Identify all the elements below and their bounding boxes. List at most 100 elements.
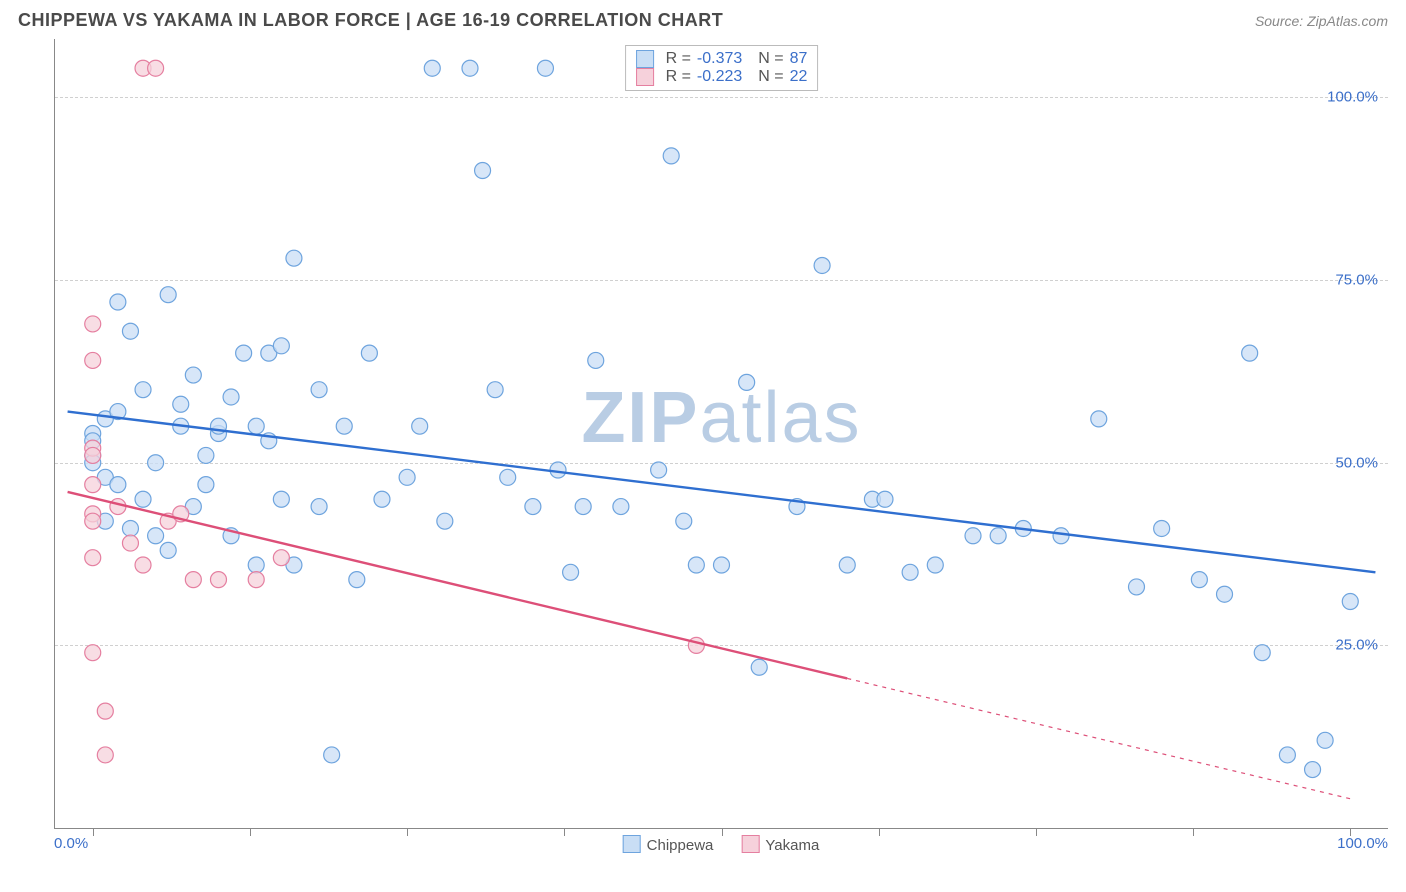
data-point <box>160 542 176 558</box>
legend-row-yakama: R = -0.223 N = 22 <box>636 68 808 86</box>
data-point <box>85 513 101 529</box>
data-point <box>97 703 113 719</box>
data-point <box>85 352 101 368</box>
header: CHIPPEWA VS YAKAMA IN LABOR FORCE | AGE … <box>0 0 1406 39</box>
data-point <box>148 528 164 544</box>
data-point <box>399 469 415 485</box>
series-legend: Chippewa Yakama <box>623 835 820 854</box>
data-point <box>1342 594 1358 610</box>
data-point <box>273 550 289 566</box>
legend-swatch-yakama <box>636 68 654 86</box>
data-point <box>85 447 101 463</box>
data-point <box>122 520 138 536</box>
data-point <box>361 345 377 361</box>
data-point <box>148 60 164 76</box>
x-min-label: 0.0% <box>54 835 88 852</box>
data-point <box>374 491 390 507</box>
correlation-legend: R = -0.373 N = 87 R = -0.223 N = 22 <box>625 45 819 91</box>
trend-line <box>68 492 848 679</box>
data-point <box>563 564 579 580</box>
data-point <box>814 257 830 273</box>
trend-line <box>68 412 1376 573</box>
data-point <box>198 477 214 493</box>
data-point <box>651 462 667 478</box>
data-point <box>1091 411 1107 427</box>
data-point <box>248 572 264 588</box>
x-max-label: 100.0% <box>1337 835 1388 852</box>
data-point <box>688 637 704 653</box>
scatter-svg <box>55 39 1388 828</box>
data-point <box>688 557 704 573</box>
data-point <box>223 389 239 405</box>
legend-row-chippewa: R = -0.373 N = 87 <box>636 50 808 68</box>
data-point <box>85 645 101 661</box>
data-point <box>135 491 151 507</box>
data-point <box>160 287 176 303</box>
data-point <box>236 345 252 361</box>
legend-item-chippewa: Chippewa <box>623 835 714 854</box>
data-point <box>324 747 340 763</box>
r-value-chippewa: -0.373 <box>697 50 742 68</box>
data-point <box>349 572 365 588</box>
data-point <box>110 477 126 493</box>
data-point <box>412 418 428 434</box>
data-point <box>135 557 151 573</box>
data-point <box>286 250 302 266</box>
data-point <box>487 382 503 398</box>
data-point <box>902 564 918 580</box>
trend-line-dashed <box>847 678 1350 798</box>
data-point <box>185 572 201 588</box>
data-point <box>424 60 440 76</box>
data-point <box>500 469 516 485</box>
data-point <box>97 747 113 763</box>
data-point <box>336 418 352 434</box>
data-point <box>714 557 730 573</box>
chart-title: CHIPPEWA VS YAKAMA IN LABOR FORCE | AGE … <box>18 10 723 31</box>
data-point <box>965 528 981 544</box>
x-axis-row: 0.0% Chippewa Yakama 100.0% <box>54 835 1388 865</box>
data-point <box>1279 747 1295 763</box>
data-point <box>1317 732 1333 748</box>
data-point <box>122 323 138 339</box>
data-point <box>990 528 1006 544</box>
n-value-yakama: 22 <box>790 68 808 86</box>
data-point <box>663 148 679 164</box>
data-point <box>437 513 453 529</box>
legend-swatch-chippewa-bottom <box>623 835 641 853</box>
legend-item-yakama: Yakama <box>741 835 819 854</box>
data-point <box>110 499 126 515</box>
data-point <box>85 477 101 493</box>
legend-swatch-yakama-bottom <box>741 835 759 853</box>
data-point <box>311 382 327 398</box>
data-point <box>751 659 767 675</box>
data-point <box>85 316 101 332</box>
data-point <box>1154 520 1170 536</box>
data-point <box>1254 645 1270 661</box>
data-point <box>311 499 327 515</box>
data-point <box>1305 762 1321 778</box>
n-value-chippewa: 87 <box>790 50 808 68</box>
data-point <box>185 367 201 383</box>
data-point <box>198 447 214 463</box>
data-point <box>210 572 226 588</box>
plot-area: ZIPatlas R = -0.373 N = 87 R = -0.223 N … <box>54 39 1388 829</box>
data-point <box>135 382 151 398</box>
data-point <box>122 535 138 551</box>
data-point <box>85 550 101 566</box>
data-point <box>273 338 289 354</box>
data-point <box>110 294 126 310</box>
data-point <box>475 163 491 179</box>
data-point <box>248 557 264 573</box>
data-point <box>877 491 893 507</box>
data-point <box>462 60 478 76</box>
data-point <box>739 374 755 390</box>
source-label: Source: ZipAtlas.com <box>1255 13 1388 29</box>
data-point <box>1128 579 1144 595</box>
data-point <box>588 352 604 368</box>
chart-container: In Labor Force | Age 16-19 ZIPatlas R = … <box>18 39 1388 865</box>
legend-swatch-chippewa <box>636 50 654 68</box>
data-point <box>1191 572 1207 588</box>
data-point <box>927 557 943 573</box>
data-point <box>1242 345 1258 361</box>
data-point <box>839 557 855 573</box>
